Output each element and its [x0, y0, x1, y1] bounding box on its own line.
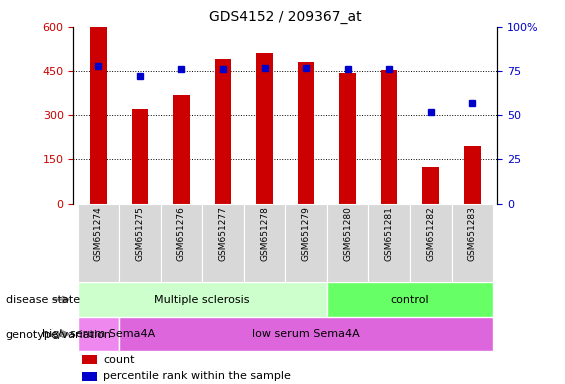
- FancyBboxPatch shape: [327, 204, 368, 282]
- FancyBboxPatch shape: [244, 204, 285, 282]
- FancyBboxPatch shape: [160, 204, 202, 282]
- Text: control: control: [390, 295, 429, 305]
- Text: disease state: disease state: [6, 295, 80, 305]
- Text: GSM651280: GSM651280: [343, 206, 352, 261]
- Title: GDS4152 / 209367_at: GDS4152 / 209367_at: [209, 10, 362, 25]
- Bar: [82, 355, 97, 364]
- FancyBboxPatch shape: [77, 282, 327, 317]
- Bar: [173, 94, 190, 204]
- Text: percentile rank within the sample: percentile rank within the sample: [103, 371, 291, 381]
- Bar: [464, 146, 481, 204]
- Bar: [257, 53, 273, 204]
- Bar: [423, 167, 439, 204]
- Bar: [340, 73, 356, 204]
- Text: GSM651282: GSM651282: [426, 206, 435, 261]
- FancyBboxPatch shape: [77, 204, 119, 282]
- Text: high serum Sema4A: high serum Sema4A: [42, 329, 155, 339]
- FancyBboxPatch shape: [77, 317, 119, 351]
- FancyBboxPatch shape: [451, 204, 493, 282]
- FancyBboxPatch shape: [410, 204, 451, 282]
- Text: Multiple sclerosis: Multiple sclerosis: [154, 295, 250, 305]
- Text: GSM651279: GSM651279: [302, 206, 311, 261]
- Bar: [82, 372, 97, 381]
- Bar: [298, 62, 314, 204]
- Text: GSM651283: GSM651283: [468, 206, 477, 261]
- Text: GSM651274: GSM651274: [94, 206, 103, 261]
- Text: count: count: [103, 355, 134, 365]
- FancyBboxPatch shape: [202, 204, 244, 282]
- FancyBboxPatch shape: [119, 317, 493, 351]
- FancyBboxPatch shape: [119, 204, 160, 282]
- FancyBboxPatch shape: [327, 282, 493, 317]
- Text: GSM651277: GSM651277: [219, 206, 228, 261]
- Text: GSM651275: GSM651275: [136, 206, 145, 261]
- FancyBboxPatch shape: [285, 204, 327, 282]
- Text: GSM651276: GSM651276: [177, 206, 186, 261]
- Bar: [215, 59, 231, 204]
- FancyBboxPatch shape: [368, 204, 410, 282]
- Bar: [90, 28, 107, 204]
- Text: genotype/variation: genotype/variation: [6, 330, 112, 340]
- Text: GSM651281: GSM651281: [385, 206, 394, 261]
- Text: low serum Sema4A: low serum Sema4A: [252, 329, 360, 339]
- Bar: [132, 109, 148, 204]
- Bar: [381, 70, 398, 204]
- Text: GSM651278: GSM651278: [260, 206, 269, 261]
